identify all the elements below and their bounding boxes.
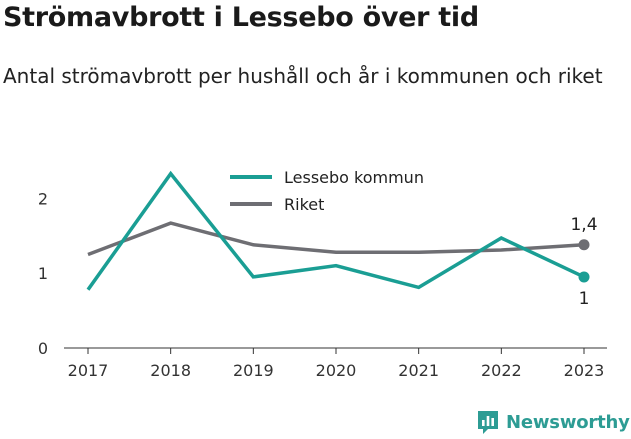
- series-end-label: 1,4: [570, 215, 597, 235]
- y-tick-label: 2: [38, 189, 48, 208]
- x-tick-label: 2018: [150, 361, 191, 380]
- chart-subtitle: Antal strömavbrott per hushåll och år i …: [3, 64, 603, 88]
- x-tick-label: 2023: [564, 361, 605, 380]
- newsworthy-logo-icon: [478, 411, 498, 434]
- y-tick-label: 1: [38, 264, 48, 283]
- brand-name: Newsworthy: [506, 411, 630, 433]
- brand-mark: Newsworthy: [476, 408, 630, 436]
- x-tick-label: 2019: [233, 361, 274, 380]
- x-tick-label: 2021: [398, 361, 439, 380]
- legend-label: Riket: [284, 195, 324, 214]
- series-end-point: [578, 271, 590, 283]
- x-tick-label: 2022: [481, 361, 522, 380]
- series-end-label: 1: [579, 289, 590, 309]
- series-line: [86, 170, 585, 291]
- legend-label: Lessebo kommun: [284, 168, 424, 187]
- y-tick-label: 0: [38, 339, 48, 358]
- series-line: [87, 221, 585, 257]
- x-tick-label: 2020: [316, 361, 357, 380]
- chart-title: Strömavbrott i Lessebo över tid: [3, 2, 479, 33]
- series-end-point: [578, 239, 590, 251]
- x-tick-label: 2017: [68, 361, 109, 380]
